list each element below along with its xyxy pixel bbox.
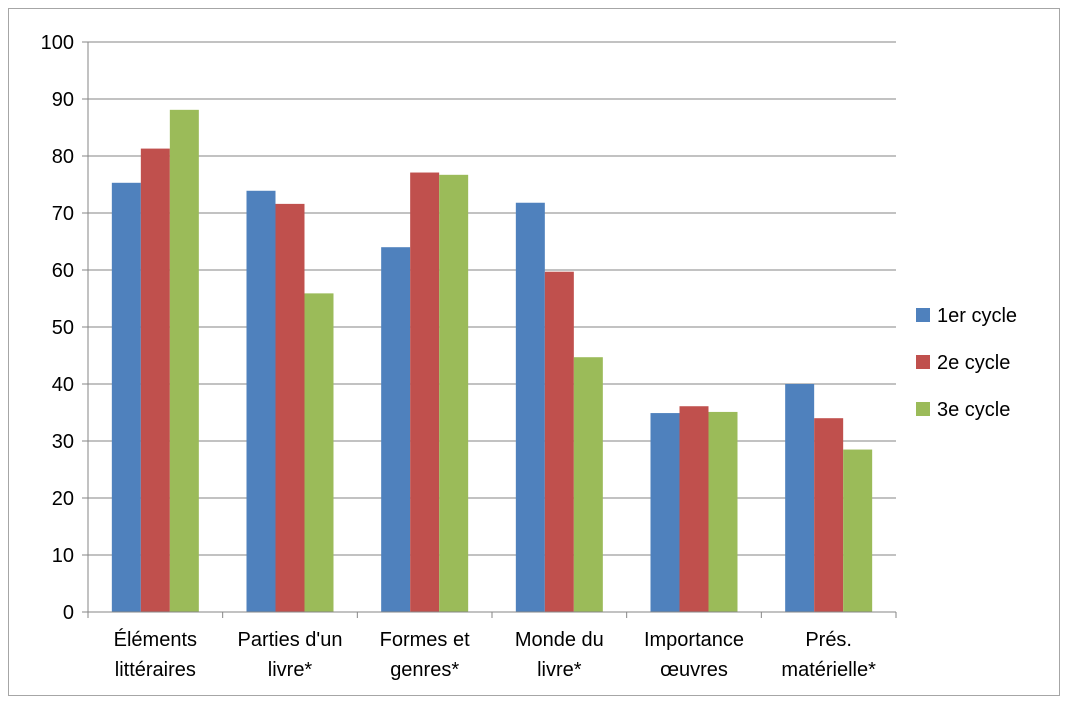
y-tick-label: 10 xyxy=(52,545,74,567)
bar xyxy=(111,182,141,613)
y-axis-tick-labels: 0 10 20 30 40 50 60 70 80 90 100 xyxy=(41,32,74,624)
y-tick-label: 60 xyxy=(52,260,74,282)
bar xyxy=(140,148,170,612)
y-tick-label: 0 xyxy=(63,602,74,624)
bar xyxy=(650,413,680,612)
bar xyxy=(381,247,411,612)
legend-label: 2e cycle xyxy=(937,352,1010,374)
x-category-label: Importance xyxy=(644,629,744,651)
bar xyxy=(275,203,305,612)
y-tick-label: 40 xyxy=(52,374,74,396)
bar xyxy=(573,357,603,612)
legend-label: 1er cycle xyxy=(937,305,1017,327)
x-category-label: Monde du xyxy=(515,629,604,651)
y-tick-label: 70 xyxy=(52,203,74,225)
bar xyxy=(679,406,709,612)
x-category-label: Éléments xyxy=(114,628,197,651)
legend-swatch xyxy=(916,402,930,416)
gridlines xyxy=(88,41,896,556)
y-tick-label: 100 xyxy=(41,32,74,54)
x-category-label: livre* xyxy=(268,659,313,681)
y-tick-label: 90 xyxy=(52,89,74,111)
legend-swatch xyxy=(916,308,930,322)
x-category-label: Parties d'un xyxy=(238,629,343,651)
x-category-label: livre* xyxy=(537,659,582,681)
bar xyxy=(169,109,199,612)
y-tick-label: 20 xyxy=(52,488,74,510)
bar xyxy=(439,174,469,612)
bar xyxy=(814,418,844,612)
bar xyxy=(708,411,738,612)
bar xyxy=(544,271,574,612)
x-category-label: œuvres xyxy=(660,659,728,681)
bar xyxy=(843,449,873,612)
x-category-label: Formes et xyxy=(380,629,470,651)
x-category-label: matérielle* xyxy=(781,659,876,681)
y-tick-label: 80 xyxy=(52,146,74,168)
legend-label: 3e cycle xyxy=(937,399,1010,421)
axes xyxy=(82,41,897,618)
legend-swatch xyxy=(916,355,930,369)
bar xyxy=(246,190,276,612)
x-axis-category-labels: Éléments littéraires Parties d'un livre* For… xyxy=(114,628,876,681)
y-tick-label: 30 xyxy=(52,431,74,453)
bar xyxy=(410,172,440,612)
y-tick-label: 50 xyxy=(52,317,74,339)
legend: 1er cycle 2e cycle 3e cycle xyxy=(916,305,1017,421)
bar xyxy=(785,384,815,612)
x-category-label: genres* xyxy=(390,659,459,681)
bars xyxy=(111,109,873,613)
bar xyxy=(304,293,334,612)
x-category-label: Prés. xyxy=(805,629,852,651)
x-category-label: littéraires xyxy=(115,659,196,681)
bar xyxy=(515,202,545,613)
